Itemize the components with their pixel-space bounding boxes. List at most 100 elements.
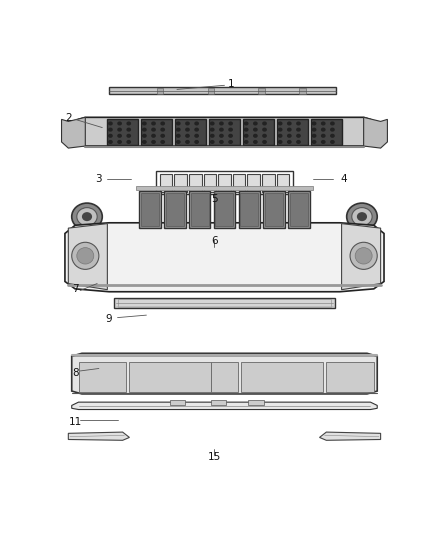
Text: 4: 4 [340, 174, 346, 184]
Ellipse shape [108, 122, 113, 125]
Ellipse shape [350, 243, 377, 269]
Ellipse shape [278, 140, 283, 144]
Ellipse shape [244, 122, 249, 125]
Bar [107, 118, 138, 145]
Ellipse shape [287, 122, 292, 125]
Ellipse shape [194, 127, 199, 132]
Ellipse shape [127, 140, 131, 144]
Ellipse shape [160, 122, 165, 125]
Text: 11: 11 [68, 417, 82, 427]
Bar [290, 193, 308, 226]
Ellipse shape [296, 127, 301, 132]
Ellipse shape [108, 127, 113, 132]
Bar [139, 191, 161, 228]
Bar [109, 87, 336, 94]
Ellipse shape [210, 127, 215, 132]
Ellipse shape [228, 127, 233, 132]
Bar [156, 172, 293, 195]
Bar [136, 186, 313, 190]
Bar [288, 191, 310, 228]
Bar [311, 118, 342, 145]
Bar [189, 174, 201, 192]
Ellipse shape [127, 127, 131, 132]
Ellipse shape [228, 134, 233, 138]
Ellipse shape [228, 122, 233, 125]
Ellipse shape [355, 248, 372, 264]
Ellipse shape [244, 127, 249, 132]
Ellipse shape [287, 140, 292, 144]
Ellipse shape [185, 127, 190, 132]
Ellipse shape [312, 127, 317, 132]
Ellipse shape [278, 122, 283, 125]
Bar [164, 191, 186, 228]
Ellipse shape [117, 122, 122, 125]
Ellipse shape [253, 140, 258, 144]
Ellipse shape [142, 127, 147, 132]
Ellipse shape [117, 134, 122, 138]
Ellipse shape [321, 127, 325, 132]
Bar [160, 174, 173, 192]
Text: 9: 9 [106, 314, 113, 324]
Ellipse shape [151, 140, 156, 144]
Ellipse shape [151, 127, 156, 132]
Ellipse shape [262, 140, 267, 144]
Bar [218, 174, 231, 192]
Bar [175, 118, 206, 145]
Bar [239, 191, 260, 228]
Ellipse shape [194, 122, 199, 125]
Ellipse shape [219, 134, 224, 138]
Bar [243, 118, 274, 145]
Ellipse shape [287, 134, 292, 138]
Bar [326, 361, 374, 392]
Bar [174, 174, 187, 192]
Bar [209, 118, 240, 145]
Bar [130, 361, 211, 392]
Text: 15: 15 [208, 452, 221, 462]
Ellipse shape [296, 134, 301, 138]
Bar [258, 88, 265, 93]
Text: 6: 6 [211, 236, 218, 246]
Ellipse shape [321, 140, 325, 144]
Ellipse shape [160, 134, 165, 138]
Ellipse shape [117, 140, 122, 144]
Text: 5: 5 [211, 193, 218, 204]
Ellipse shape [176, 122, 181, 125]
Ellipse shape [210, 122, 215, 125]
Ellipse shape [296, 140, 301, 144]
Polygon shape [72, 402, 377, 409]
Ellipse shape [219, 122, 224, 125]
Bar [170, 400, 185, 406]
Bar [262, 174, 275, 192]
Polygon shape [78, 117, 371, 146]
Ellipse shape [244, 134, 249, 138]
Text: 2: 2 [65, 113, 72, 123]
Bar [78, 361, 126, 392]
Ellipse shape [210, 140, 215, 144]
Ellipse shape [176, 140, 181, 144]
Bar [114, 298, 335, 308]
Ellipse shape [262, 134, 267, 138]
Bar [277, 118, 308, 145]
Ellipse shape [151, 122, 156, 125]
Ellipse shape [330, 127, 335, 132]
Ellipse shape [278, 134, 283, 138]
Ellipse shape [219, 127, 224, 132]
Ellipse shape [347, 203, 377, 230]
Bar [299, 88, 306, 93]
Ellipse shape [312, 122, 317, 125]
Bar [208, 88, 214, 93]
Ellipse shape [82, 212, 92, 221]
Ellipse shape [321, 122, 325, 125]
Polygon shape [68, 224, 107, 290]
Ellipse shape [72, 243, 99, 269]
Ellipse shape [160, 127, 165, 132]
Bar [241, 361, 323, 392]
Ellipse shape [253, 127, 258, 132]
Bar [214, 191, 235, 228]
Bar [117, 298, 332, 308]
Ellipse shape [262, 122, 267, 125]
Ellipse shape [194, 134, 199, 138]
Polygon shape [364, 117, 387, 148]
Bar [156, 88, 163, 93]
Text: 1: 1 [228, 79, 235, 88]
